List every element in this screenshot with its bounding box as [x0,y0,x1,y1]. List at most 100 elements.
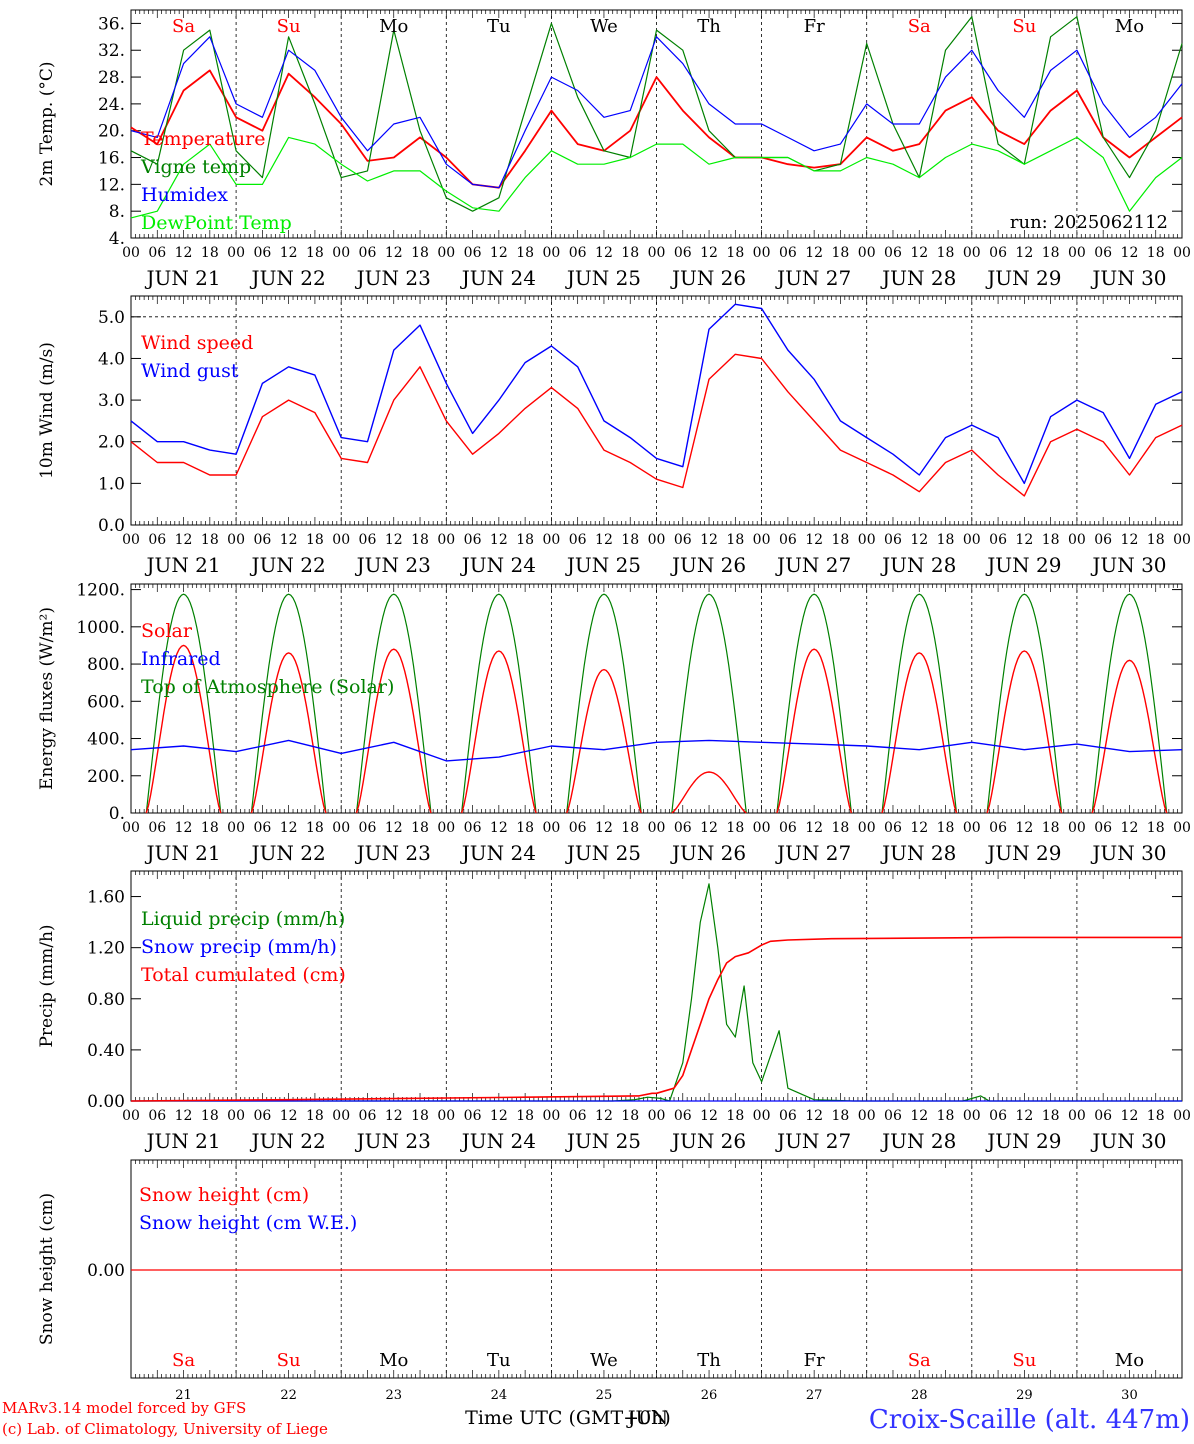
wind-hour-label: 00 [648,532,666,548]
precip-hour-label: 18 [1147,1108,1165,1124]
precip-date-label: JUN 28 [880,1129,956,1153]
wind-hour-label: 12 [910,532,928,548]
wind-date-label: JUN 30 [1090,553,1166,577]
energy-hour-label: 12 [175,820,193,836]
wind-hour-label: 18 [516,532,534,548]
x-axis-title-overlap: JUN [626,1407,668,1429]
energy-hour-label: 12 [490,820,508,836]
credit-line-1: MARv3.14 model forced by GFS [2,1399,246,1417]
temp-date-label: JUN 26 [670,266,746,290]
snow-day-number: 28 [911,1388,928,1403]
snow-day-number: 25 [596,1388,613,1403]
energy-hour-label: 00 [332,820,350,836]
run-label: run: 2025062112 [1010,212,1168,233]
wind-y-tick-label: 5.0 [98,308,125,328]
temp-hour-label: 18 [621,245,639,261]
precip-y-axis-label: Precip (mm/h) [37,924,57,1047]
energy-solar-curve [881,652,958,814]
energy-legend-red: Solar [141,620,193,642]
energy-hour-label: 00 [122,820,140,836]
wind-hour-label: 00 [963,532,981,548]
precip-date-label: JUN 24 [460,1129,536,1153]
wind-hour-label: 12 [490,532,508,548]
energy-toa-curve [355,593,432,814]
temp-hour-label: 18 [1042,245,1060,261]
temp-day-name: Sa [172,16,195,37]
precip-hour-label: 18 [201,1108,219,1124]
temp-hour-label: 18 [1147,245,1165,261]
temp-legend-lightgreen: DewPoint Temp [141,212,292,234]
energy-hour-label: 06 [674,820,692,836]
precip-hour-label: 12 [805,1108,823,1124]
wind-hour-label: 18 [621,532,639,548]
temp-date-label: JUN 28 [880,266,956,290]
temp-hour-label: 18 [832,245,850,261]
wind-hour-label: 18 [1042,532,1060,548]
wind-hour-label: 06 [884,532,902,548]
wind-hour-label: 06 [989,532,1007,548]
energy-date-label: JUN 27 [775,841,851,865]
snow-day-name: We [590,1350,618,1371]
energy-hour-label: 06 [779,820,797,836]
wind-hour-label: 00 [122,532,140,548]
energy-y-tick-label: 600. [87,692,125,712]
wind-hour-label: 00 [1068,532,1086,548]
energy-solar-curve [776,648,853,814]
energy-date-label: JUN 29 [985,841,1061,865]
snow-day-number: 29 [1016,1388,1033,1403]
temp-y-tick-label: 28. [98,68,125,88]
wind-hour-label: 18 [937,532,955,548]
energy-hour-label: 18 [516,820,534,836]
temp-hour-label: 12 [280,245,298,261]
temp-day-name: Tu [487,16,511,37]
temp-hour-label: 12 [700,245,718,261]
snow-y-tick-label: 0.00 [87,1261,125,1281]
energy-toa-curve [671,593,747,814]
snow-day-number: 24 [491,1388,508,1403]
energy-hour-label: 00 [1173,820,1191,836]
energy-solar-curve [986,650,1063,814]
precip-hour-label: 18 [832,1108,850,1124]
energy-solar-curve [1091,659,1168,814]
temp-hour-label: 12 [595,245,613,261]
energy-hour-label: 00 [437,820,455,836]
temp-y-tick-label: 36. [98,14,125,34]
temp-hour-label: 18 [201,245,219,261]
temp-y-tick-label: 4. [109,229,125,249]
energy-hour-label: 18 [1042,820,1060,836]
station-label: Croix-Scaille (alt. 447m) [869,1405,1190,1435]
temp-y-tick-label: 32. [98,41,125,61]
energy-hour-label: 12 [385,820,403,836]
wind-date-label: JUN 26 [670,553,746,577]
temp-hour-label: 00 [858,245,876,261]
precip-hour-label: 00 [122,1108,140,1124]
temp-date-label: JUN 25 [565,266,641,290]
wind-hour-label: 06 [464,532,482,548]
energy-y-tick-label: 200. [87,767,125,787]
wind-hour-label: 00 [753,532,771,548]
temp-hour-label: 06 [1094,245,1112,261]
energy-hour-label: 00 [227,820,245,836]
energy-hour-label: 18 [1147,820,1165,836]
energy-toa-curve [1091,593,1168,814]
temp-day-name: Mo [1115,16,1144,37]
energy-hour-label: 06 [253,820,271,836]
precip-hour-label: 12 [175,1108,193,1124]
temp-hour-label: 12 [1121,245,1139,261]
temp-date-label: JUN 30 [1090,266,1166,290]
energy-hour-label: 06 [359,820,377,836]
temp-hour-label: 00 [1068,245,1086,261]
energy-hour-label: 18 [201,820,219,836]
temp-series-green [130,16,1183,212]
precip-date-label: JUN 21 [144,1129,220,1153]
wind-hour-label: 06 [1094,532,1112,548]
energy-y-tick-label: 1200. [76,581,125,601]
energy-hour-label: 12 [700,820,718,836]
energy-date-label: JUN 25 [565,841,641,865]
wind-date-label: JUN 22 [250,553,326,577]
energy-solar-curve [460,650,537,814]
energy-hour-label: 00 [963,820,981,836]
wind-date-label: JUN 25 [565,553,641,577]
precip-date-label: JUN 23 [355,1129,431,1153]
energy-hour-label: 12 [595,820,613,836]
